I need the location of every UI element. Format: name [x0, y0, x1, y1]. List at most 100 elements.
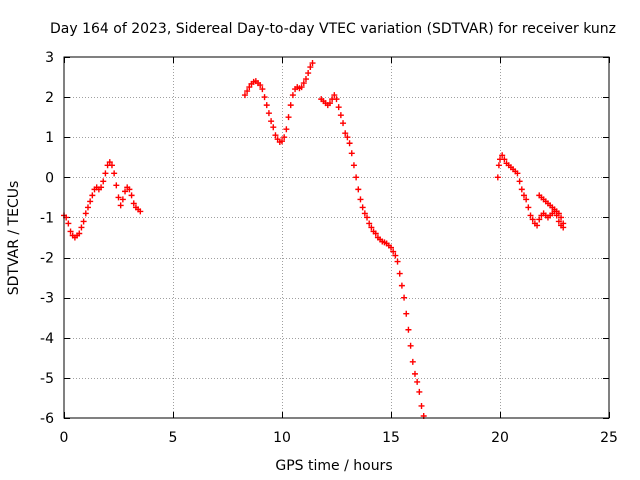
y-tick-label: 1	[45, 130, 54, 146]
data-point	[353, 174, 360, 181]
data-point	[348, 150, 355, 157]
data-point	[390, 248, 397, 255]
data-point	[342, 130, 349, 137]
y-tick-label: -6	[40, 411, 54, 427]
data-point	[346, 140, 353, 147]
data-point	[418, 402, 425, 409]
data-point	[518, 186, 525, 193]
data-point	[259, 86, 266, 93]
data-point	[270, 124, 277, 131]
tick-labels: 0 5 10 15 20 25 -6 -5 -4 -3 -2 -1 0 1 2 3	[40, 50, 618, 446]
data-point	[333, 96, 340, 103]
data-point	[102, 170, 109, 177]
data-point	[126, 186, 133, 193]
data-point	[405, 326, 412, 333]
data-point	[100, 178, 107, 185]
data-point	[119, 196, 126, 203]
data-point	[555, 218, 562, 225]
data-point	[78, 224, 85, 231]
data-point	[516, 178, 523, 185]
y-tick-label: -3	[40, 291, 54, 307]
data-point	[122, 188, 129, 195]
data-point	[331, 92, 338, 99]
data-point	[527, 212, 534, 219]
data-point	[403, 310, 410, 317]
data-point	[309, 60, 316, 67]
data-point	[388, 244, 394, 251]
data-point	[106, 159, 113, 166]
data-point	[560, 220, 567, 227]
data-point	[287, 102, 294, 109]
y-tick-label: 3	[45, 50, 54, 66]
data-point	[366, 220, 373, 227]
data-point	[111, 170, 118, 177]
data-point	[82, 210, 89, 217]
data-point	[257, 82, 264, 89]
data-point	[520, 192, 527, 199]
data-point	[265, 110, 272, 117]
data-point	[261, 94, 268, 101]
y-tick-label: -4	[40, 331, 54, 347]
x-tick-label: 0	[60, 430, 69, 446]
x-tick-label: 10	[273, 430, 291, 446]
data-point	[350, 162, 357, 169]
data-point	[392, 252, 399, 259]
data-point	[305, 70, 312, 77]
data-point	[409, 358, 416, 365]
data-point	[263, 102, 270, 109]
y-tick-label: 0	[45, 170, 54, 186]
data-point	[65, 220, 72, 227]
data-point	[289, 92, 296, 99]
data-point	[529, 216, 536, 223]
data-point	[407, 342, 414, 349]
data-point	[128, 192, 135, 199]
data-points	[61, 60, 567, 419]
data-point	[130, 200, 137, 207]
x-axis-label: GPS time / hours	[275, 458, 392, 474]
data-point	[364, 214, 371, 221]
data-point	[361, 210, 368, 217]
data-point	[302, 76, 309, 83]
data-point	[76, 230, 83, 237]
x-tick-label: 20	[491, 430, 509, 446]
data-point	[534, 222, 541, 229]
y-tick-label: -2	[40, 251, 54, 267]
data-point	[281, 134, 288, 141]
data-point	[416, 388, 423, 395]
data-point	[307, 64, 314, 71]
data-point	[244, 88, 251, 95]
y-axis-label: SDTVAR / TECUs	[6, 181, 22, 296]
x-tick-label: 5	[169, 430, 178, 446]
data-point	[89, 192, 96, 199]
data-point	[241, 92, 248, 99]
data-point	[113, 182, 120, 189]
plot-frame	[63, 56, 610, 419]
data-point	[368, 224, 375, 231]
data-point	[523, 196, 530, 203]
data-point	[326, 100, 333, 107]
data-point	[285, 114, 292, 121]
data-point	[494, 174, 501, 181]
data-point	[246, 84, 253, 91]
data-point	[84, 204, 91, 211]
data-point	[337, 112, 344, 119]
data-point	[272, 132, 279, 139]
chart-title: Day 164 of 2023, Sidereal Day-to-day VTE…	[50, 21, 616, 37]
data-point	[67, 228, 74, 235]
data-point	[279, 138, 285, 145]
x-tick-label: 15	[382, 430, 400, 446]
data-point	[298, 84, 305, 91]
data-point	[115, 194, 122, 201]
y-tick-label: -5	[40, 371, 54, 387]
data-point	[411, 370, 418, 377]
data-point	[501, 156, 508, 163]
data-point	[396, 270, 403, 277]
data-point	[525, 204, 532, 211]
data-point	[87, 198, 94, 205]
data-point	[558, 214, 565, 221]
data-point	[372, 230, 379, 237]
data-point	[555, 210, 562, 217]
data-point	[335, 104, 342, 111]
